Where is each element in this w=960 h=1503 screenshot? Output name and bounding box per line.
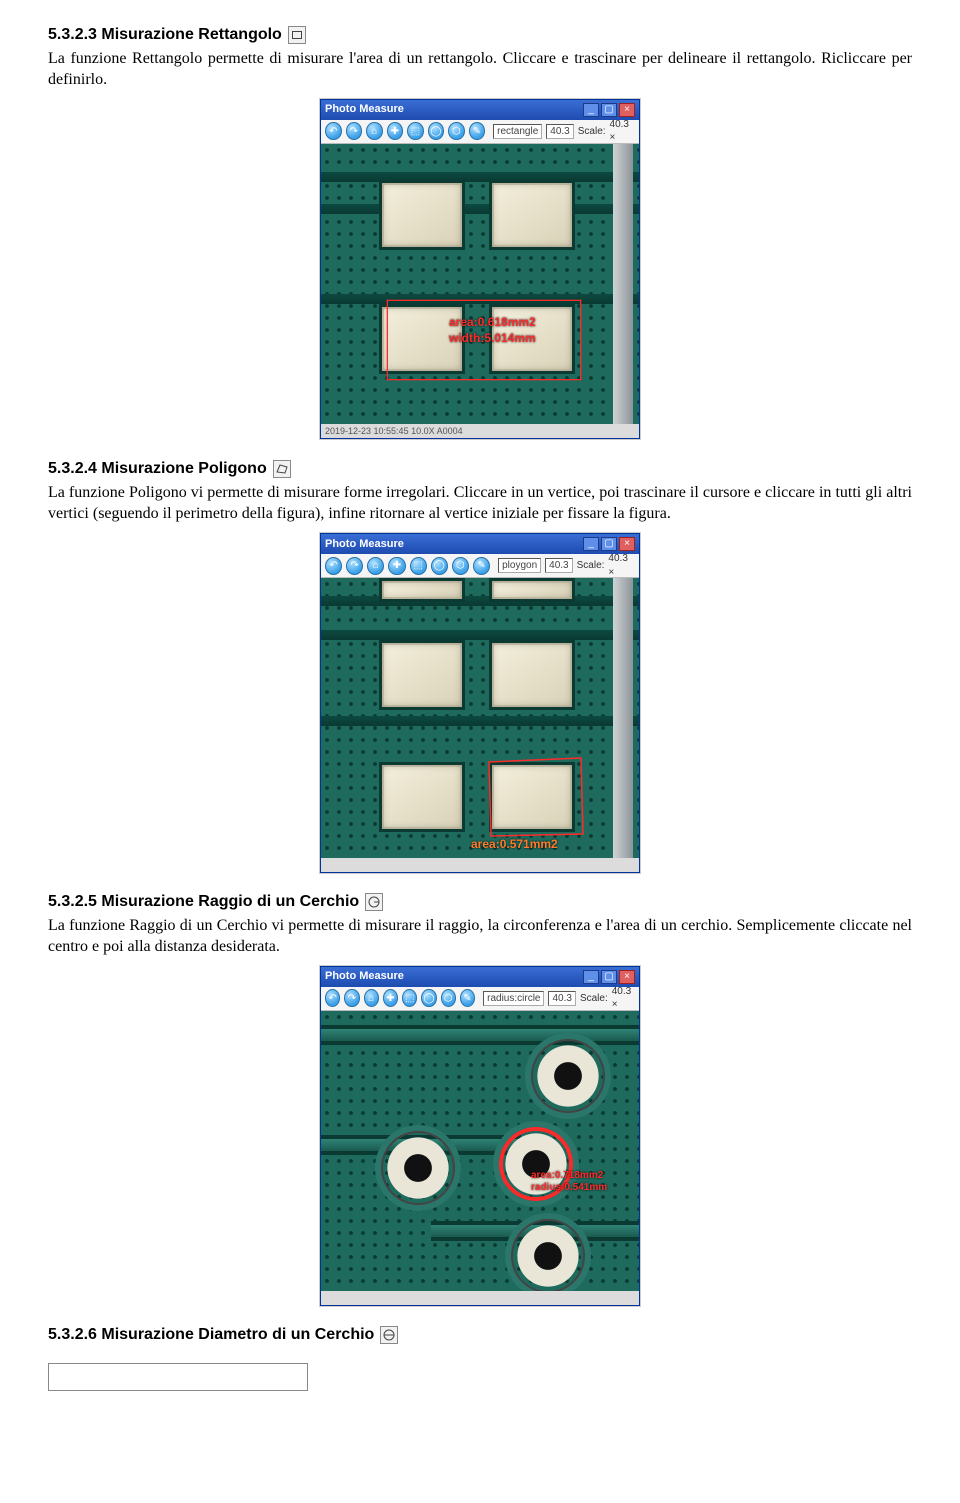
empty-box xyxy=(48,1363,308,1391)
scale-value: 40.3 × xyxy=(608,552,635,579)
tool-icon[interactable]: ↶ xyxy=(325,557,342,575)
tool-icon[interactable]: ⬡ xyxy=(452,557,469,575)
scale-value: 40.3 × xyxy=(610,118,635,145)
heading-text: 5.3.2.4 Misurazione Poligono xyxy=(48,458,267,480)
overlay-area: area:0.618mm2 xyxy=(449,314,536,330)
radius-icon xyxy=(365,893,383,911)
section-diameter: 5.3.2.6 Misurazione Diametro di un Cerch… xyxy=(48,1324,912,1392)
titlebar: Photo Measure _ ▢ × xyxy=(321,100,639,120)
window-buttons: _ ▢ × xyxy=(583,537,635,551)
polygon-icon xyxy=(273,460,291,478)
close-button[interactable]: × xyxy=(619,537,635,551)
toolbar: ↶ ↷ ⌂ ✚ ⬚ ◯ ⬡ ✎ rectangle 40.3 Scale: 40… xyxy=(321,120,639,144)
heading-diameter: 5.3.2.6 Misurazione Diametro di un Cerch… xyxy=(48,1324,398,1346)
min-button[interactable]: _ xyxy=(583,537,599,551)
window-title: Photo Measure xyxy=(325,102,404,117)
tool-icon[interactable]: ◯ xyxy=(421,989,436,1007)
photo-measure-window: Photo Measure _ ▢ × ↶ ↷ ⌂ ✚ ⬚ ◯ ⬡ ✎ rect… xyxy=(320,99,640,439)
figure-rectangle: Photo Measure _ ▢ × ↶ ↷ ⌂ ✚ ⬚ ◯ ⬡ ✎ rect… xyxy=(48,99,912,441)
tool-icon[interactable]: ↶ xyxy=(325,122,342,140)
tool-icon[interactable]: ⬡ xyxy=(448,122,465,140)
scale-label: Scale: xyxy=(580,992,608,1006)
tool-icon[interactable]: ⬚ xyxy=(407,122,424,140)
scale-field: 40.3 xyxy=(545,558,572,574)
photo-measure-window: Photo Measure _ ▢ × ↶ ↷ ⌂ ✚ ⬚ ◯ ⬡ ✎ ploy… xyxy=(320,533,640,873)
section-polygon: 5.3.2.4 Misurazione Poligono La funzione… xyxy=(48,458,912,873)
toolbar: ↶ ↷ ⌂ ✚ ⬚ ◯ ⬡ ✎ radius:circle 40.3 Scale… xyxy=(321,987,639,1011)
scale-label: Scale: xyxy=(577,559,605,573)
tool-icon[interactable]: ⬡ xyxy=(441,989,456,1007)
overlay-radius: radius:0.541mm xyxy=(531,1181,607,1195)
titlebar: Photo Measure _ ▢ × xyxy=(321,534,639,554)
photo-measure-window: Photo Measure _ ▢ × ↶ ↷ ⌂ ✚ ⬚ ◯ ⬡ ✎ radi… xyxy=(320,966,640,1306)
body-rectangle: La funzione Rettangolo permette di misur… xyxy=(48,48,912,91)
tool-icon[interactable]: ↷ xyxy=(346,122,363,140)
mode-field: radius:circle xyxy=(483,991,544,1007)
diameter-icon xyxy=(380,1326,398,1344)
titlebar: Photo Measure _ ▢ × xyxy=(321,967,639,987)
tool-icon[interactable]: ◯ xyxy=(428,122,445,140)
overlay-width: width:5.014mm xyxy=(449,330,536,346)
canvas[interactable]: area:0.618mm2 width:5.014mm xyxy=(321,144,639,424)
scale-field: 40.3 xyxy=(546,124,573,140)
window-title: Photo Measure xyxy=(325,537,404,552)
canvas[interactable]: area:0.718mm2 radius:0.541mm xyxy=(321,1011,639,1291)
mode-field: rectangle xyxy=(493,124,542,140)
tool-icon[interactable]: ◯ xyxy=(431,557,448,575)
min-button[interactable]: _ xyxy=(583,970,599,984)
heading-radius: 5.3.2.5 Misurazione Raggio di un Cerchio xyxy=(48,891,383,913)
rectangle-icon xyxy=(288,26,306,44)
statusbar: 2019-12-23 10:55:45 10.0X A0004 xyxy=(321,424,639,438)
tool-icon[interactable]: ⌂ xyxy=(364,989,379,1007)
scale-label: Scale: xyxy=(578,125,606,139)
tool-icon[interactable]: ✎ xyxy=(460,989,475,1007)
max-button[interactable]: ▢ xyxy=(601,537,617,551)
canvas[interactable]: area:0.571mm2 xyxy=(321,578,639,858)
tool-icon[interactable]: ↷ xyxy=(344,989,359,1007)
tool-icon[interactable]: ⬚ xyxy=(402,989,417,1007)
figure-radius: Photo Measure _ ▢ × ↶ ↷ ⌂ ✚ ⬚ ◯ ⬡ ✎ radi… xyxy=(48,966,912,1306)
tool-icon[interactable]: ✎ xyxy=(469,122,486,140)
tool-icon[interactable]: ↷ xyxy=(346,557,363,575)
tool-icon[interactable]: ✎ xyxy=(473,557,490,575)
mode-field: ploygon xyxy=(498,558,541,574)
tool-icon[interactable]: ⬚ xyxy=(410,557,427,575)
overlay-area: area:0.571mm2 xyxy=(471,836,558,852)
window-title: Photo Measure xyxy=(325,969,404,984)
window-buttons: _ ▢ × xyxy=(583,103,635,117)
selection-polygon xyxy=(485,756,585,840)
scale-field: 40.3 xyxy=(548,991,575,1007)
heading-text: 5.3.2.5 Misurazione Raggio di un Cerchio xyxy=(48,891,359,913)
tool-icon[interactable]: ⌂ xyxy=(366,122,383,140)
statusbar xyxy=(321,858,639,872)
close-button[interactable]: × xyxy=(619,103,635,117)
max-button[interactable]: ▢ xyxy=(601,103,617,117)
tool-icon[interactable]: ✚ xyxy=(387,122,404,140)
window-buttons: _ ▢ × xyxy=(583,970,635,984)
tool-icon[interactable]: ↶ xyxy=(325,989,340,1007)
toolbar: ↶ ↷ ⌂ ✚ ⬚ ◯ ⬡ ✎ ploygon 40.3 Scale: 40.3… xyxy=(321,554,639,578)
tool-icon[interactable]: ⌂ xyxy=(367,557,384,575)
section-rectangle: 5.3.2.3 Misurazione Rettangolo La funzio… xyxy=(48,24,912,440)
tool-icon[interactable]: ✚ xyxy=(383,989,398,1007)
scale-value: 40.3 × xyxy=(612,985,635,1012)
close-button[interactable]: × xyxy=(619,970,635,984)
body-polygon: La funzione Poligono vi permette di misu… xyxy=(48,482,912,525)
section-radius: 5.3.2.5 Misurazione Raggio di un Cerchio… xyxy=(48,891,912,1306)
heading-polygon: 5.3.2.4 Misurazione Poligono xyxy=(48,458,291,480)
tool-icon[interactable]: ✚ xyxy=(388,557,405,575)
statusbar xyxy=(321,1291,639,1305)
max-button[interactable]: ▢ xyxy=(601,970,617,984)
heading-rectangle: 5.3.2.3 Misurazione Rettangolo xyxy=(48,24,306,46)
heading-text: 5.3.2.6 Misurazione Diametro di un Cerch… xyxy=(48,1324,374,1346)
min-button[interactable]: _ xyxy=(583,103,599,117)
figure-polygon: Photo Measure _ ▢ × ↶ ↷ ⌂ ✚ ⬚ ◯ ⬡ ✎ ploy… xyxy=(48,533,912,873)
heading-text: 5.3.2.3 Misurazione Rettangolo xyxy=(48,24,282,46)
body-radius: La funzione Raggio di un Cerchio vi perm… xyxy=(48,915,912,958)
